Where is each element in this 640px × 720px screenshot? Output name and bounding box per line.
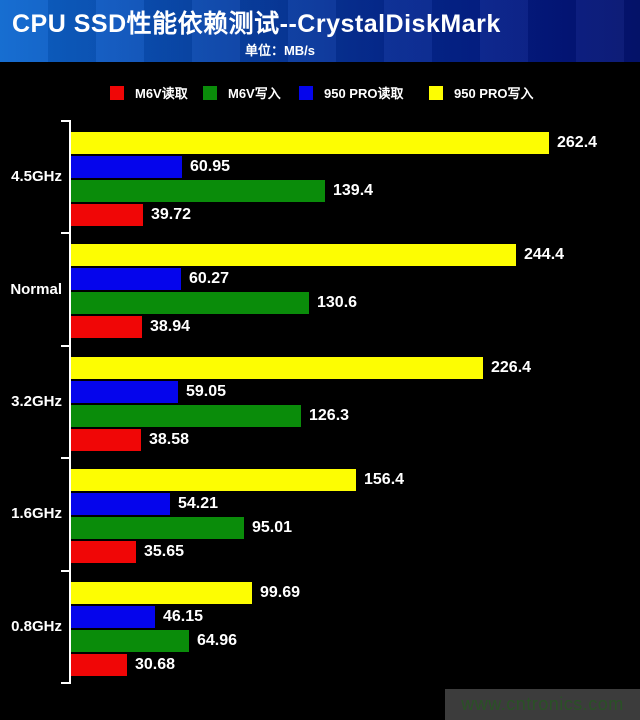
bar-950 PRO读取 — [71, 380, 178, 403]
bar-value-label: 95.01 — [252, 519, 293, 537]
bar-group: 0.8GHz 99.69 46.15 64.96 30.68 — [0, 571, 640, 683]
bar-value-label: 244.4 — [524, 246, 565, 264]
legend-label: M6V读取 — [135, 86, 188, 101]
bar-950 PRO写入 — [71, 132, 549, 154]
y-axis-tick — [61, 569, 71, 572]
bar-M6V读取 — [71, 428, 141, 451]
bar-M6V写入 — [71, 292, 309, 315]
bar-950 PRO读取 — [71, 268, 181, 291]
y-axis-tick — [61, 232, 71, 235]
legend-swatch-green-icon — [203, 85, 217, 100]
bar-950 PRO读取 — [71, 156, 182, 178]
bar-950 PRO读取 — [71, 605, 155, 628]
bar-group: Normal 244.4 60.27 130.6 38.94 — [0, 233, 640, 345]
bar-value-label: 262.4 — [557, 134, 598, 151]
category-label: 3.2GHz — [11, 392, 62, 410]
bar-value-label: 60.27 — [189, 270, 230, 288]
bar-950 PRO写入 — [71, 244, 516, 267]
y-axis-tick — [61, 457, 71, 460]
bar-value-label: 30.68 — [135, 655, 176, 673]
y-axis-tick — [61, 344, 71, 347]
bar-950 PRO写入 — [71, 469, 356, 492]
legend-label: 950 PRO读取 — [324, 86, 404, 101]
bar-value-label: 99.69 — [260, 583, 301, 601]
bar-group: 1.6GHz 156.4 54.21 95.01 35.65 — [0, 458, 640, 570]
legend-item-m6v-read: M6V读取 — [110, 85, 188, 101]
bar-value-label: 139.4 — [333, 182, 374, 199]
legend-label: M6V写入 — [228, 86, 281, 101]
category-label: 4.5GHz — [11, 168, 62, 186]
bar-M6V写入 — [71, 180, 325, 202]
legend-swatch-yellow-icon — [429, 85, 443, 100]
category-label: 0.8GHz — [11, 617, 62, 635]
bar-950 PRO读取 — [71, 493, 170, 516]
y-axis-line — [69, 121, 71, 683]
legend-item-950pro-write: 950 PRO写入 — [429, 85, 534, 101]
bar-value-label: 60.95 — [190, 158, 231, 175]
category-label: 1.6GHz — [11, 505, 62, 523]
bar-M6V写入 — [71, 404, 301, 427]
bar-value-label: 59.05 — [186, 382, 227, 400]
bar-value-label: 35.65 — [144, 543, 185, 561]
bar-value-label: 126.3 — [309, 406, 350, 424]
bar-group: 4.5GHz 262.4 60.95 139.4 39.72 — [0, 121, 640, 233]
watermark: www.cntronics.com — [445, 689, 640, 720]
bar-value-label: 226.4 — [491, 358, 532, 376]
bar-value-label: 38.94 — [150, 318, 191, 336]
bar-950 PRO写入 — [71, 356, 483, 379]
chart-header: CPU SSD性能依赖测试--CrystalDiskMark 单位：MB/s — [0, 0, 640, 62]
bar-M6V写入 — [71, 629, 189, 652]
bar-value-label: 130.6 — [317, 294, 358, 312]
legend-swatch-red-icon — [110, 85, 124, 100]
legend-label: 950 PRO写入 — [454, 86, 534, 101]
bar-value-label: 54.21 — [178, 495, 219, 513]
y-axis-tick — [61, 682, 71, 684]
legend-item-950pro-read: 950 PRO读取 — [299, 85, 404, 101]
bar-M6V读取 — [71, 204, 143, 226]
bar-value-label: 38.58 — [149, 430, 190, 448]
legend-swatch-blue-icon — [299, 85, 313, 100]
bar-M6V读取 — [71, 316, 142, 339]
bar-group: 3.2GHz 226.4 59.05 126.3 38.58 — [0, 346, 640, 458]
y-axis-tick — [61, 120, 71, 122]
watermark-text: www.cntronics.com — [461, 694, 624, 714]
bar-M6V写入 — [71, 517, 244, 540]
plot-area: 4.5GHz 262.4 60.95 139.4 39.72 Normal 244.4 60.… — [0, 120, 640, 687]
bar-M6V读取 — [71, 541, 136, 564]
chart-unit-label: 单位：MB/s — [244, 43, 316, 58]
chart-title: CPU SSD性能依赖测试--CrystalDiskMark — [12, 10, 501, 38]
bar-value-label: 64.96 — [197, 631, 238, 649]
bar-M6V读取 — [71, 653, 127, 676]
bar-value-label: 39.72 — [151, 206, 192, 223]
category-label: Normal — [10, 280, 62, 298]
bar-value-label: 46.15 — [163, 607, 204, 625]
bar-value-label: 156.4 — [364, 471, 405, 489]
bar-950 PRO写入 — [71, 581, 252, 604]
legend-item-m6v-write: M6V写入 — [203, 85, 281, 101]
